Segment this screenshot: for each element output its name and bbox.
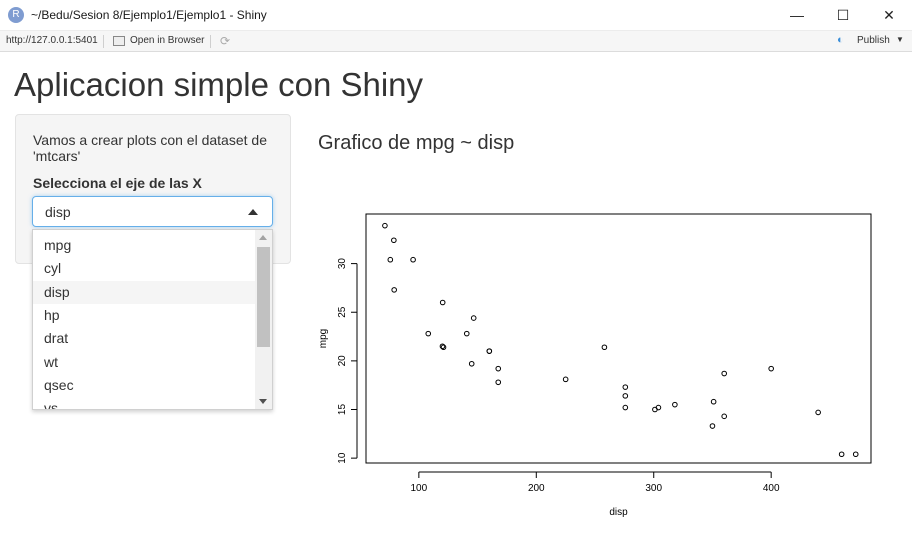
select-dropdown[interactable]: mpg cyl disp hp drat wt qsec vs (32, 229, 273, 410)
x-axis-label: disp (609, 507, 628, 518)
y-tick-label: 10 (337, 452, 348, 464)
x-tick-label: 100 (411, 483, 428, 494)
y-tick-label: 20 (337, 355, 348, 367)
scroll-up-icon[interactable] (259, 235, 267, 240)
data-point (439, 299, 446, 306)
data-point (710, 398, 717, 405)
toolbar-divider (103, 35, 104, 48)
data-point (815, 409, 821, 416)
data-point (439, 343, 446, 350)
data-point (709, 423, 716, 429)
window-titlebar: R ~/Bedu/Sesion 8/Ejemplo1/Ejemplo1 - Sh… (0, 0, 912, 31)
publish-button[interactable]: Publish (857, 35, 890, 46)
caret-up-icon (248, 209, 258, 215)
dropdown-option-cyl[interactable]: cyl (44, 260, 62, 276)
data-point (486, 348, 493, 354)
viewer-toolbar: http://127.0.0.1:5401 Open in Browser ⟳ … (0, 31, 912, 52)
plot-title: Grafico de mpg ~ disp (318, 132, 515, 154)
data-point (622, 393, 629, 399)
close-button[interactable]: ✕ (883, 7, 895, 23)
publish-icon[interactable]: ◐ (837, 34, 844, 46)
sidebar-description: Vamos a crear plots con el dataset de 'm… (33, 132, 267, 164)
x-tick-label: 300 (645, 483, 662, 494)
plot-frame (365, 213, 872, 464)
dropdown-scrollbar[interactable] (255, 230, 272, 409)
dropdown-option-vs[interactable]: vs (44, 400, 58, 410)
data-point (425, 330, 432, 337)
dropdown-option-wt[interactable]: wt (44, 354, 58, 370)
x-tick-label: 400 (763, 483, 780, 494)
dropdown-option-mpg[interactable]: mpg (44, 237, 72, 253)
scatter-plot: 100 200 300 400 disp 10 15 20 25 30 mpg (318, 213, 872, 518)
data-point (470, 315, 477, 321)
data-point (768, 365, 774, 372)
data-point (622, 384, 629, 390)
selected-value: disp (45, 204, 71, 220)
data-point (721, 370, 727, 377)
data-point (601, 344, 608, 351)
data-point (838, 451, 845, 458)
data-point (495, 379, 502, 386)
maximize-button[interactable]: ☐ (836, 7, 850, 23)
minimize-button[interactable]: — (790, 7, 804, 23)
data-point (562, 376, 569, 383)
dropdown-option-hp[interactable]: hp (44, 307, 60, 323)
data-point (495, 365, 502, 372)
dropdown-option-disp[interactable]: disp (33, 281, 255, 304)
data-point (468, 360, 475, 367)
dropdown-option-drat[interactable]: drat (44, 330, 69, 346)
scrollbar-thumb[interactable] (257, 247, 270, 347)
toolbar-divider (210, 35, 211, 48)
data-point (440, 344, 447, 351)
dropdown-option-qsec[interactable]: qsec (44, 377, 74, 393)
y-tick-label: 25 (337, 306, 348, 318)
y-tick-label: 15 (337, 404, 348, 416)
y-axis-label: mpg (318, 329, 329, 348)
open-in-browser-icon[interactable] (113, 36, 125, 46)
data-point (622, 404, 629, 411)
open-in-browser-button[interactable]: Open in Browser (130, 35, 205, 46)
data-point (852, 451, 859, 458)
data-point (382, 222, 388, 229)
window-title: ~/Bedu/Sesion 8/Ejemplo1/Ejemplo1 - Shin… (31, 8, 267, 22)
select-label: Selecciona el eje de las X (33, 175, 202, 191)
data-point (652, 406, 658, 413)
scroll-down-icon[interactable] (259, 399, 267, 404)
refresh-icon[interactable]: ⟳ (220, 34, 231, 48)
page-title: Aplicacion simple con Shiny (14, 66, 424, 103)
data-point (463, 330, 470, 337)
data-point (672, 401, 678, 408)
y-tick-label: 30 (337, 258, 348, 270)
data-point (387, 256, 394, 263)
data-point (721, 413, 727, 420)
data-point (391, 237, 397, 244)
x-axis-select[interactable]: disp (32, 196, 273, 227)
chevron-down-icon[interactable]: ▼ (896, 35, 904, 44)
url-label: http://127.0.0.1:5401 (6, 35, 98, 46)
data-point (410, 256, 416, 263)
rstudio-icon: R (8, 7, 24, 23)
data-point (391, 287, 397, 293)
x-tick-label: 200 (528, 483, 545, 494)
